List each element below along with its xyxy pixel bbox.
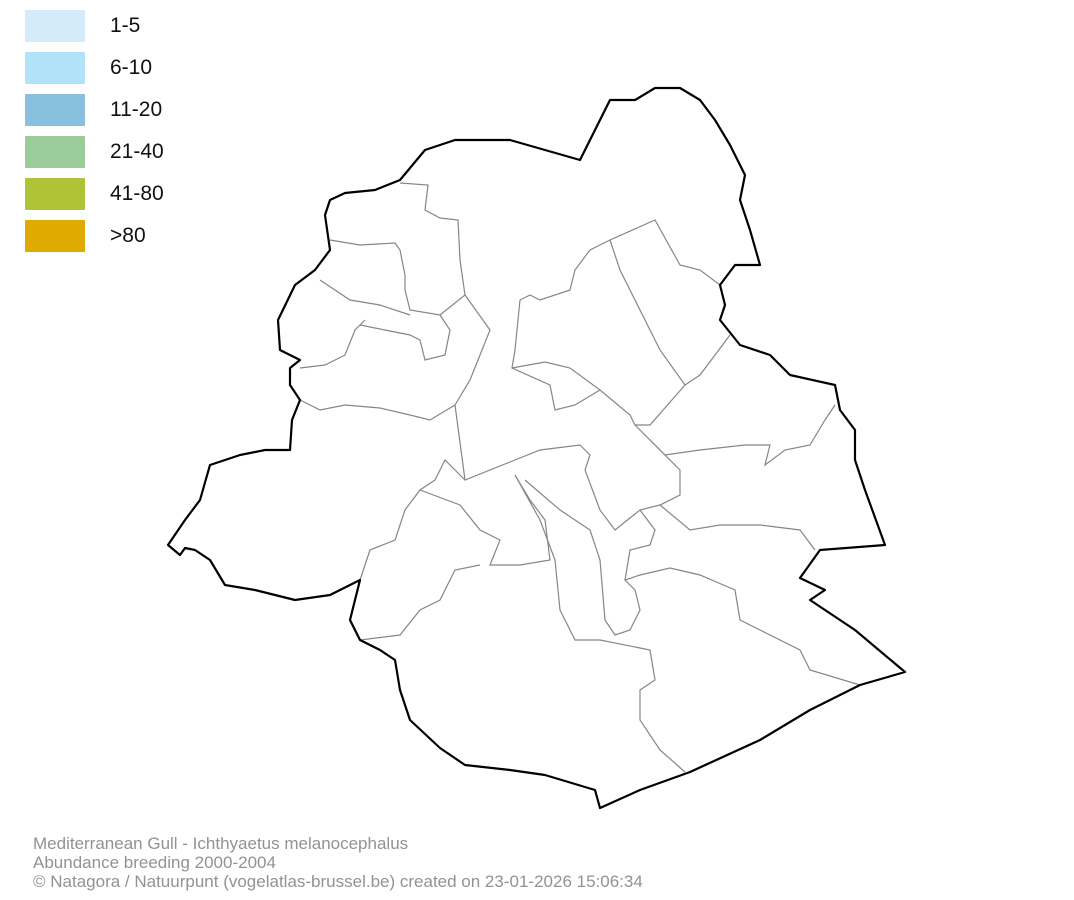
legend-label: 1-5 — [110, 14, 141, 37]
legend-label: 6-10 — [110, 56, 153, 79]
legend-item-41-80: 41-80 — [25, 173, 164, 215]
boundary — [299, 319, 366, 369]
legend-swatch — [25, 94, 85, 126]
legend-item-11-20: 11-20 — [25, 89, 164, 131]
boundary — [454, 294, 511, 481]
legend-swatch — [25, 136, 85, 168]
boundary — [649, 404, 836, 467]
map-footer: Mediterranean Gull - Ichthyaetus melanoc… — [33, 834, 643, 891]
legend-item-1-5: 1-5 — [25, 5, 164, 47]
boundary — [524, 479, 641, 636]
boundary — [639, 567, 861, 686]
boundary — [359, 458, 466, 581]
legend-label: >80 — [110, 224, 146, 247]
credit-text: © Natagora / Natuurpunt (vogelatlas-brus… — [33, 872, 643, 891]
species-title: Mediterranean Gull - Ichthyaetus melanoc… — [33, 834, 409, 853]
map-subtitle: Abundance breeding 2000-2004 — [33, 853, 276, 872]
boundary — [419, 474, 551, 566]
boundary — [359, 314, 451, 361]
boundary — [329, 182, 466, 316]
legend-item-21-40: 21-40 — [25, 131, 164, 173]
boundary — [319, 279, 411, 316]
legend-label: 11-20 — [110, 98, 163, 121]
region-outline — [166, 86, 907, 810]
municipality-boundaries — [299, 182, 861, 773]
legend-swatch — [25, 178, 85, 210]
boundary — [511, 299, 601, 411]
legend-swatch — [25, 52, 85, 84]
legend-item-6-10: 6-10 — [25, 47, 164, 89]
boundary — [624, 509, 656, 581]
legend: 1-5 6-10 11-20 21-40 41-80 >80 — [25, 5, 164, 257]
boundary — [659, 504, 816, 551]
boundary — [519, 219, 721, 301]
legend-label: 41-80 — [110, 182, 164, 205]
boundary — [299, 399, 456, 421]
legend-label: 21-40 — [110, 140, 164, 163]
boundary — [509, 424, 681, 531]
boundary — [511, 361, 686, 426]
boundary — [359, 564, 481, 641]
legend-swatch — [25, 10, 85, 42]
boundary — [609, 239, 731, 386]
legend-swatch — [25, 220, 85, 252]
legend-item-over-80: >80 — [25, 215, 164, 257]
boundary — [514, 474, 686, 773]
